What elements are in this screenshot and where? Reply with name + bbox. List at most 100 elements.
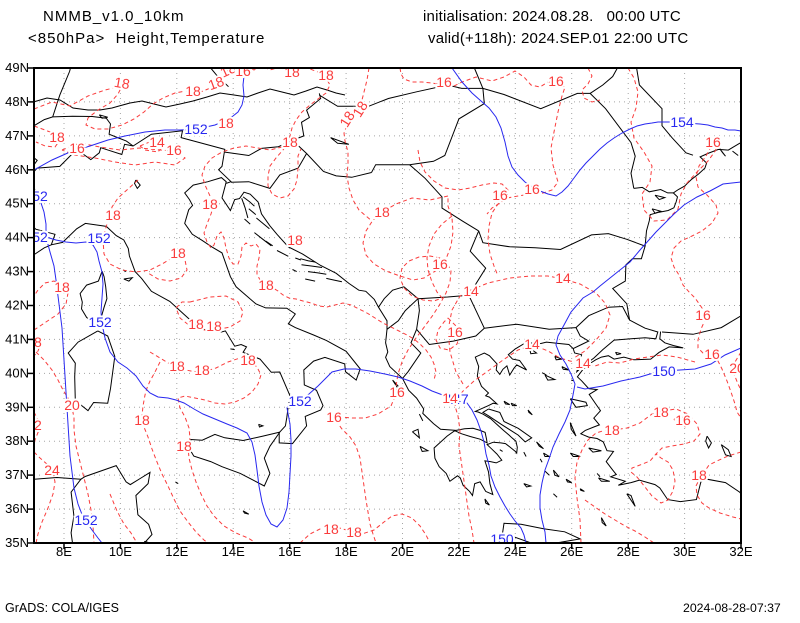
svg-text:52: 52 (32, 229, 48, 245)
svg-text:16: 16 (69, 140, 85, 156)
svg-text:8E: 8E (56, 544, 72, 559)
svg-text:16: 16 (524, 181, 540, 197)
svg-text:147: 147 (445, 391, 469, 407)
svg-text:14: 14 (555, 270, 571, 286)
svg-text:16: 16 (235, 63, 251, 79)
svg-text:44N: 44N (5, 230, 29, 245)
svg-text:18: 18 (318, 67, 334, 83)
svg-text:18: 18 (170, 245, 186, 261)
svg-text:152: 152 (74, 512, 98, 528)
svg-text:18: 18 (202, 196, 218, 212)
svg-text:18: 18 (374, 204, 390, 220)
svg-text:initialisation: 2024.08.28.: initialisation: 2024.08.28. 00:00 UTC (423, 8, 681, 25)
svg-text:18: 18 (240, 352, 256, 368)
svg-text:18: 18 (346, 524, 362, 540)
svg-text:152: 152 (87, 230, 111, 246)
svg-text:152: 152 (288, 393, 312, 409)
svg-text:18: 18 (336, 108, 358, 130)
svg-text:18: 18 (134, 412, 150, 428)
svg-text:18: 18 (349, 98, 371, 120)
svg-text:16: 16 (675, 412, 691, 428)
svg-text:16: 16 (492, 187, 508, 203)
svg-text:39N: 39N (5, 399, 29, 414)
svg-text:154: 154 (670, 114, 694, 130)
svg-text:16: 16 (548, 73, 564, 89)
svg-text:16E: 16E (278, 544, 301, 559)
svg-text:18: 18 (604, 422, 620, 438)
svg-text:14: 14 (524, 336, 540, 352)
svg-text:18: 18 (170, 245, 186, 261)
svg-text:18: 18 (206, 318, 222, 334)
svg-text:18: 18 (169, 358, 185, 374)
svg-text:16: 16 (704, 346, 720, 362)
svg-text:18: 18 (258, 277, 274, 293)
svg-text:18: 18 (691, 467, 707, 483)
svg-text:18: 18 (188, 316, 204, 332)
svg-text:14: 14 (524, 336, 540, 352)
svg-text:18: 18 (176, 438, 192, 454)
svg-text:16: 16 (166, 142, 182, 158)
svg-text:16: 16 (235, 63, 251, 79)
svg-text:16: 16 (326, 409, 342, 425)
svg-text:18: 18 (323, 521, 339, 537)
svg-text:14: 14 (442, 390, 458, 406)
svg-text:49N: 49N (5, 60, 29, 75)
svg-text:10E: 10E (109, 544, 132, 559)
svg-text:18: 18 (169, 358, 185, 374)
svg-text:18: 18 (240, 352, 256, 368)
svg-text:26E: 26E (560, 544, 583, 559)
svg-text:152: 152 (184, 121, 208, 137)
svg-text:16: 16 (524, 181, 540, 197)
svg-text:46N: 46N (5, 162, 29, 177)
svg-text:24: 24 (44, 462, 60, 478)
svg-text:18: 18 (54, 279, 70, 295)
svg-text:40N: 40N (5, 365, 29, 380)
svg-text:18: 18 (206, 73, 226, 93)
svg-text:18: 18 (284, 64, 300, 80)
svg-text:18: 18 (691, 467, 707, 483)
svg-text:22: 22 (26, 417, 42, 433)
svg-text:NMMB_v1.0_10km: NMMB_v1.0_10km (43, 8, 185, 25)
svg-text:18: 18 (176, 438, 192, 454)
svg-text:2024-08-28-07:37: 2024-08-28-07:37 (683, 601, 781, 615)
svg-text:16: 16 (695, 307, 711, 323)
svg-text:18: 18 (653, 404, 669, 420)
svg-text:20: 20 (729, 360, 745, 376)
svg-text:150: 150 (652, 363, 676, 379)
svg-text:12E: 12E (165, 544, 188, 559)
svg-text:16: 16 (389, 384, 405, 400)
svg-text:18: 18 (194, 362, 210, 378)
svg-text:18: 18 (49, 129, 65, 145)
svg-text:18: 18 (218, 115, 234, 131)
svg-text:16: 16 (695, 307, 711, 323)
svg-text:14: 14 (463, 283, 479, 299)
svg-text:150: 150 (490, 531, 514, 547)
svg-text:152: 152 (88, 314, 112, 330)
svg-text:52: 52 (32, 229, 48, 245)
svg-text:16: 16 (447, 324, 463, 340)
svg-text:16: 16 (436, 74, 452, 90)
svg-text:18: 18 (194, 362, 210, 378)
svg-text:18: 18 (282, 134, 298, 150)
svg-text:48N: 48N (5, 94, 29, 109)
svg-text:16: 16 (432, 256, 448, 272)
svg-text:43N: 43N (5, 264, 29, 279)
svg-text:18: 18 (54, 279, 70, 295)
svg-text:16: 16 (548, 73, 564, 89)
svg-text:20: 20 (64, 397, 80, 413)
svg-text:20: 20 (64, 397, 80, 413)
svg-text:16: 16 (389, 384, 405, 400)
svg-text:18: 18 (188, 316, 204, 332)
svg-text:18: 18 (346, 524, 362, 540)
svg-text:42N: 42N (5, 298, 29, 313)
svg-text:14E: 14E (222, 544, 245, 559)
svg-text:16: 16 (675, 412, 691, 428)
svg-text:18: 18 (287, 232, 303, 248)
svg-text:52: 52 (32, 188, 48, 204)
svg-text:30E: 30E (673, 544, 696, 559)
svg-text:18: 18 (26, 334, 42, 350)
svg-text:18: 18 (374, 204, 390, 220)
svg-text:16: 16 (69, 140, 85, 156)
svg-text:32E: 32E (729, 544, 752, 559)
svg-text:24: 24 (44, 462, 60, 478)
